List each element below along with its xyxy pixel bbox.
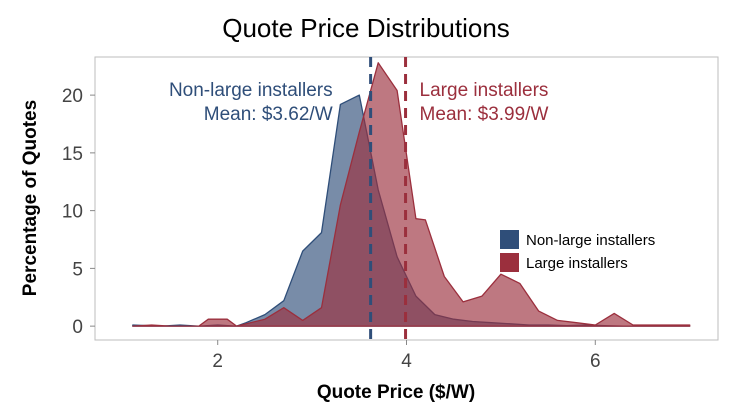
chart-title: Quote Price Distributions	[222, 13, 510, 43]
legend: Non-large installers Large installers	[500, 230, 655, 272]
y-tick-label-1: 5	[72, 259, 83, 280]
legend-label-0: Non-large installers	[526, 232, 655, 249]
mean-annotation-1-1: Mean: $3.99/W	[420, 104, 549, 125]
y-tick-label-4: 20	[62, 86, 83, 107]
series-area-1	[132, 62, 691, 327]
y-axis-title: Percentage of Quotes	[20, 100, 41, 296]
x-tick-label-0: 2	[212, 351, 223, 372]
y-tick-label-2: 10	[62, 202, 83, 223]
legend-label-1: Large installers	[526, 255, 628, 272]
x-tick-label-2: 6	[590, 351, 601, 372]
mean-annotation-0-0: Non-large installers	[169, 80, 333, 101]
annotations-layer: Non-large installers Mean: $3.62/W Large i…	[169, 80, 549, 125]
ticks-layer: 2 4 6 0 5 10 15 20	[62, 86, 601, 372]
y-tick-label-0: 0	[72, 317, 83, 338]
mean-annotation-1-0: Large installers	[420, 80, 549, 101]
mean-annotation-0-1: Mean: $3.62/W	[204, 104, 333, 125]
x-tick-label-1: 4	[401, 351, 412, 372]
mean-lines-layer	[369, 57, 408, 340]
y-tick-label-3: 15	[62, 144, 83, 165]
area-layer	[132, 62, 691, 327]
legend-swatch-0	[500, 230, 519, 249]
legend-swatch-1	[500, 253, 519, 272]
x-axis-title: Quote Price ($/W)	[317, 382, 475, 403]
